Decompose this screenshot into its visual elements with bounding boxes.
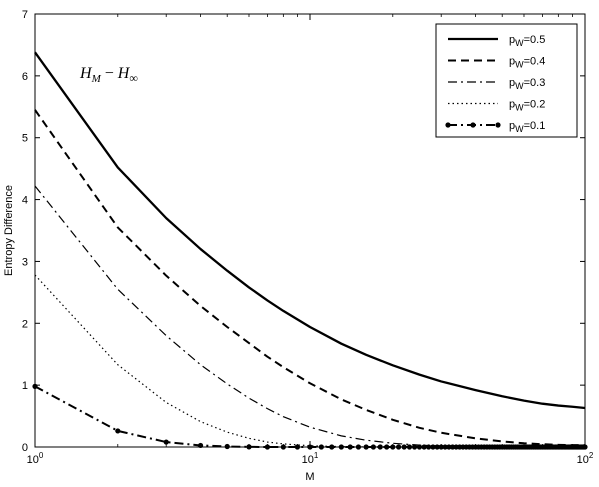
y-tick-label: 1 — [22, 380, 28, 392]
y-axis-label: Entropy Difference — [3, 185, 15, 276]
legend-label-4: pW=0.2 — [509, 99, 545, 113]
series-line-3 — [34, 185, 585, 448]
y-tick-label: 5 — [22, 133, 28, 145]
x-tick-label: 100 — [27, 451, 44, 466]
x-tick-label: 102 — [577, 451, 594, 466]
legend-label-5: pW=0.1 — [509, 120, 545, 134]
y-tick-label: 7 — [22, 9, 28, 21]
legend-marker — [495, 122, 501, 128]
y-tick-label: 0 — [22, 442, 28, 454]
y-tick-label: 4 — [22, 195, 28, 207]
legend-marker — [445, 122, 451, 128]
y-tick-label: 6 — [22, 71, 28, 83]
legend-label-3: pW=0.3 — [509, 77, 545, 91]
annotation: HM − H∞ — [79, 65, 138, 85]
series-line-2 — [34, 109, 585, 447]
series-5-point — [163, 439, 169, 445]
legend-label-1: pW=0.5 — [509, 34, 545, 48]
legend-marker — [470, 122, 476, 128]
y-tick-label: 3 — [22, 256, 28, 268]
legend-label-2: pW=0.4 — [509, 56, 545, 70]
x-axis-label: M — [305, 471, 314, 483]
legend-box — [435, 23, 578, 138]
series-5-point — [115, 428, 121, 434]
series-line-1 — [34, 51, 586, 410]
legend: pW=0.5 pW=0.4 pW=0.3 pW=0.2 pW=0.1 — [435, 23, 578, 138]
series-line-4 — [34, 274, 585, 448]
x-tick-label: 101 — [302, 451, 319, 466]
axes: 0 1 2 3 4 5 6 7 100 101 102 M Entropy Difference — [3, 9, 594, 483]
annotation-text: HM − H∞ — [79, 65, 138, 85]
y-tick-label: 2 — [22, 318, 28, 330]
